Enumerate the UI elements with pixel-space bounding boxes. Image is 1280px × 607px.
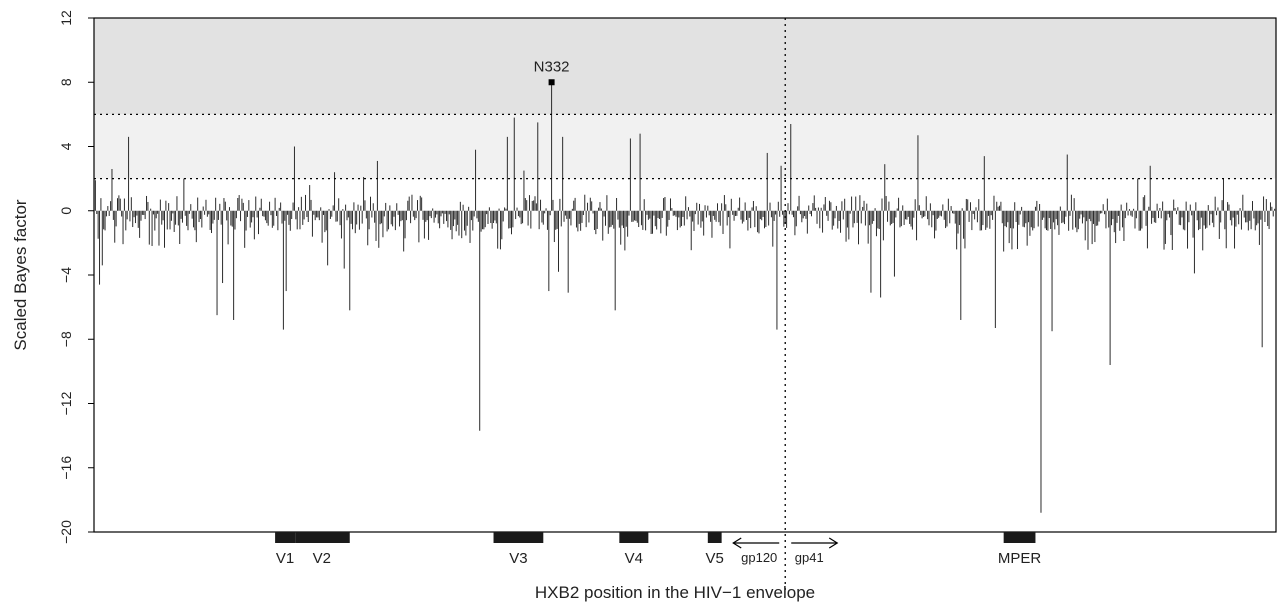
region-label-v4: V4 xyxy=(625,550,643,567)
shaded-bands xyxy=(94,18,1276,179)
shaded-band-0 xyxy=(94,18,1276,115)
region-block-v4 xyxy=(619,532,649,543)
region-label-v2: V2 xyxy=(313,550,331,567)
y-tick-label: −12 xyxy=(58,391,74,415)
y-tick-label: 12 xyxy=(58,10,74,26)
y-tick-label: −20 xyxy=(58,520,74,544)
region-label-mper: MPER xyxy=(998,550,1042,567)
region-label-v5: V5 xyxy=(706,550,724,567)
gp41-label: gp41 xyxy=(795,550,824,565)
highlight-point-label: N332 xyxy=(534,58,570,75)
region-label-v1: V1 xyxy=(276,550,294,567)
region-block-mper xyxy=(1003,532,1036,543)
y-tick-label: 8 xyxy=(58,78,74,86)
y-tick-label: −4 xyxy=(58,267,74,283)
y-tick-label: 0 xyxy=(58,207,74,215)
y-tick-label: −16 xyxy=(58,456,74,480)
bars: N332 xyxy=(93,58,1277,513)
highlight-point-marker xyxy=(548,79,555,86)
gp120-label: gp120 xyxy=(741,550,777,565)
gp120-arrow-head xyxy=(732,537,742,549)
region-markers: V1 V2 V3 V4 V5 MPER gp120 gp41 xyxy=(275,532,1041,567)
y-tick-label: −8 xyxy=(58,331,74,347)
shaded-band-1 xyxy=(94,114,1276,179)
region-block-v5 xyxy=(707,532,722,543)
region-block-v1 xyxy=(275,532,296,543)
x-axis-title: HXB2 position in the HIV−1 envelope xyxy=(535,583,815,602)
reference-lines xyxy=(94,18,1276,590)
gp41-arrow-head xyxy=(828,537,839,549)
y-tick-label: 4 xyxy=(58,142,74,150)
region-block-v2 xyxy=(295,532,350,543)
y-axis-title: Scaled Bayes factor xyxy=(11,199,30,351)
y-axis: −20 −16 −12 −8 −4 0 4 8 12 xyxy=(58,10,95,544)
region-label-v3: V3 xyxy=(509,550,527,567)
region-block-v3 xyxy=(493,532,544,543)
